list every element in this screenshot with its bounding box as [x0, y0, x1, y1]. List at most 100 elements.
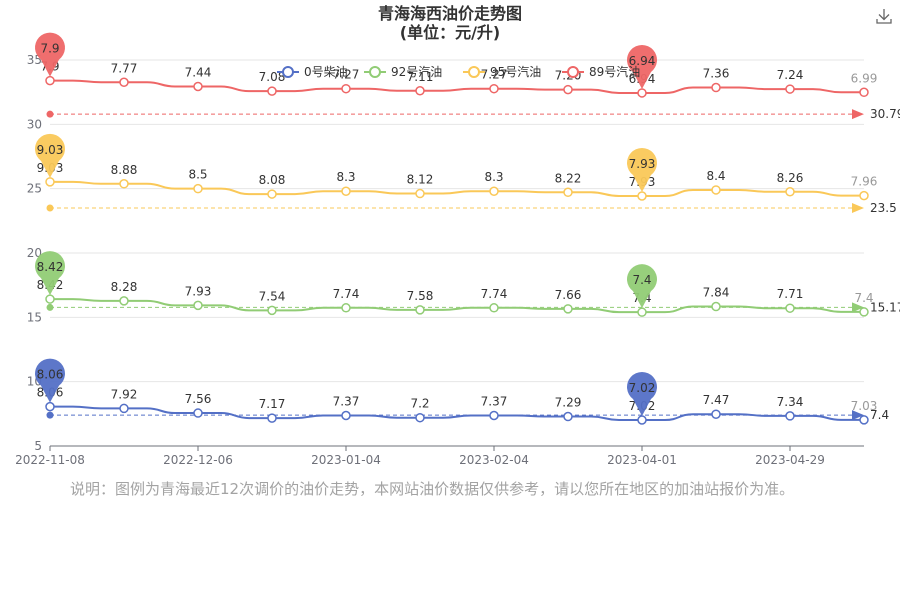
- marker-pin: 8.06: [35, 358, 65, 403]
- data-point: [45, 75, 55, 86]
- pin-shape: [35, 133, 65, 178]
- data-point: [119, 179, 129, 189]
- data-point: [267, 189, 277, 199]
- pin-label: 7.02: [629, 381, 656, 395]
- data-label: 7.71: [777, 287, 804, 301]
- data-point: [193, 408, 203, 418]
- data-label: 8.3: [484, 170, 503, 184]
- pin-label: 9.03: [37, 143, 64, 157]
- average-arrow: [852, 202, 864, 213]
- average-layer: 7.415.1723.530.79: [46, 107, 900, 422]
- x-tick-label: 2023-04-01: [607, 453, 677, 467]
- pin-label: 8.42: [37, 260, 64, 274]
- data-point: [119, 296, 129, 306]
- legend-item[interactable]: 95号汽油: [463, 64, 541, 79]
- data-label: 7.11: [407, 70, 434, 84]
- data-label: 7.93: [185, 284, 212, 298]
- series-line: [50, 405, 864, 422]
- data-label: 8.12: [407, 173, 434, 187]
- data-point: [489, 303, 499, 313]
- data-label: 7.92: [111, 387, 138, 401]
- data-point: [267, 86, 277, 96]
- data-point: [415, 188, 425, 199]
- average-start-dot: [46, 303, 54, 311]
- data-point: [711, 409, 721, 419]
- data-point: [489, 186, 499, 196]
- x-tick-label: 2023-04-29: [755, 453, 825, 467]
- average-start-dot: [46, 110, 54, 118]
- data-point: [193, 183, 203, 194]
- marker-pin: 7.02: [627, 372, 658, 417]
- data-point: [489, 83, 499, 94]
- pin-label: 7.4: [632, 273, 651, 287]
- legend-label: 92号汽油: [391, 64, 442, 79]
- pin-label: 8.06: [37, 368, 64, 382]
- data-point: [193, 300, 203, 311]
- data-label: 7.4: [854, 291, 873, 305]
- data-label: 7.44: [185, 66, 212, 80]
- pin-shape: [35, 251, 65, 296]
- data-label: 7.37: [481, 395, 508, 409]
- data-label: 7.2: [410, 397, 429, 411]
- data-point: [563, 304, 573, 314]
- data-point: [563, 411, 573, 422]
- average-arrow: [852, 410, 864, 421]
- legend-item[interactable]: 0号柴油: [277, 65, 348, 79]
- data-point: [785, 84, 795, 94]
- legend: 0号柴油 92号汽油 95号汽油 89号汽油: [277, 64, 640, 79]
- pin-shape: [627, 44, 657, 89]
- data-point: [711, 82, 721, 93]
- series-layer: [45, 75, 869, 425]
- average-label: 30.79: [870, 107, 900, 121]
- legend-symbol: [369, 66, 381, 78]
- data-point: [415, 412, 425, 423]
- data-point: [341, 83, 351, 94]
- average-label: 7.4: [870, 408, 889, 422]
- data-point: [859, 87, 869, 98]
- data-point: [637, 307, 647, 317]
- series-line: [50, 180, 864, 198]
- legend-label: 89号汽油: [589, 64, 640, 79]
- pin-shape: [35, 32, 65, 77]
- x-tick-label: 2022-12-06: [163, 453, 233, 467]
- data-label: 7.96: [851, 175, 878, 189]
- marker-pin: 7.93: [627, 148, 657, 193]
- download-button[interactable]: [874, 6, 894, 26]
- legend-symbol: [282, 66, 294, 78]
- y-tick-label: 5: [34, 439, 42, 453]
- data-label: 8.08: [259, 173, 286, 187]
- data-label: 7.36: [703, 67, 730, 81]
- legend-symbol: [567, 66, 579, 78]
- data-label: 8.22: [555, 171, 582, 185]
- marker-pin: 8.42: [35, 251, 65, 296]
- data-point: [45, 401, 55, 412]
- data-point: [341, 410, 351, 421]
- data-label: 7.74: [481, 287, 508, 301]
- data-label: 7.17: [259, 397, 286, 411]
- data-label: 7.58: [407, 289, 434, 303]
- data-label: 7.08: [259, 70, 286, 84]
- data-point: [415, 305, 425, 315]
- data-label: 7.27: [333, 68, 360, 82]
- data-label: 7.27: [481, 68, 508, 82]
- pin-shape: [627, 372, 658, 417]
- pin-label: 7.9: [40, 42, 59, 56]
- pin-shape: [35, 358, 65, 403]
- data-label: 7.24: [777, 68, 804, 82]
- legend-item[interactable]: 89号汽油: [562, 64, 640, 79]
- data-point: [45, 177, 55, 187]
- legend-item[interactable]: 92号汽油: [364, 64, 442, 79]
- data-label: 7.74: [333, 287, 360, 301]
- data-point: [859, 307, 869, 317]
- data-point: [637, 88, 647, 98]
- data-point: [267, 413, 277, 423]
- y-tick-label: 15: [27, 310, 42, 324]
- data-point: [341, 186, 351, 196]
- data-point: [45, 294, 55, 304]
- data-point: [193, 81, 203, 92]
- marker-pin-layer: 8.06 7.02 8.42 7.4 9.03 7.93 7.9 6.94: [35, 32, 658, 417]
- series-line: [50, 298, 864, 314]
- data-label: 7.29: [555, 396, 582, 410]
- data-point: [341, 303, 351, 313]
- legend-label: 95号汽油: [490, 64, 541, 79]
